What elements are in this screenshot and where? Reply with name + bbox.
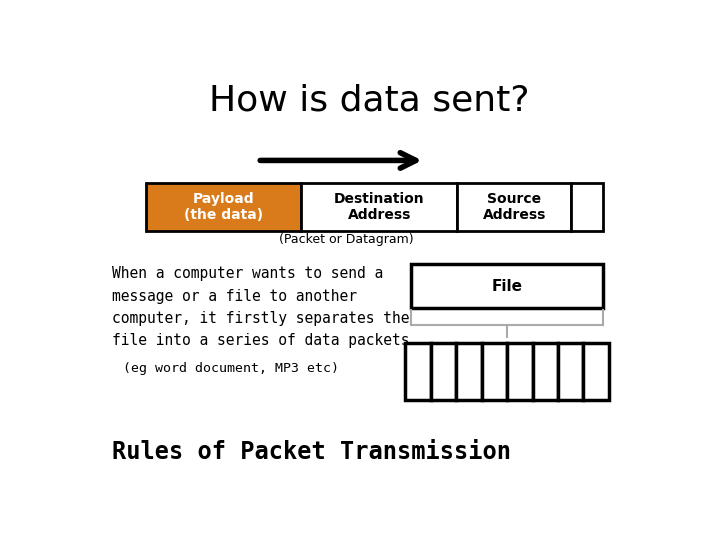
Bar <box>431 343 456 400</box>
Text: Rules of Packet Transmission: Rules of Packet Transmission <box>112 440 511 464</box>
Text: Destination
Address: Destination Address <box>334 192 425 222</box>
Bar <box>482 343 507 400</box>
Bar <box>507 343 533 400</box>
Text: When a computer wants to send a
message or a file to another
computer, it firstl: When a computer wants to send a message … <box>112 266 418 348</box>
Bar <box>405 343 431 400</box>
Bar <box>411 265 603 308</box>
Bar <box>533 343 558 400</box>
Bar <box>572 183 603 231</box>
Bar <box>583 343 609 400</box>
Text: Source
Address: Source Address <box>482 192 546 222</box>
Bar <box>302 183 457 231</box>
Text: (eg word document, MP3 etc): (eg word document, MP3 etc) <box>124 362 340 375</box>
Bar <box>456 343 482 400</box>
Text: (Packet or Datagram): (Packet or Datagram) <box>279 233 414 246</box>
Text: How is data sent?: How is data sent? <box>209 83 529 117</box>
Bar <box>457 183 572 231</box>
Bar <box>145 183 302 231</box>
Text: File: File <box>492 279 523 294</box>
Bar <box>558 343 583 400</box>
Text: Payload
(the data): Payload (the data) <box>184 192 263 222</box>
